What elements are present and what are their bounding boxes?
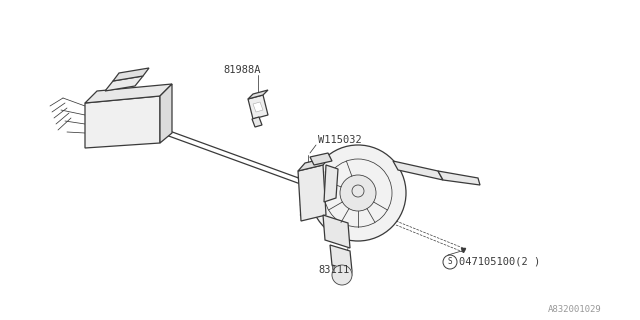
Polygon shape (85, 96, 160, 148)
Polygon shape (248, 95, 268, 119)
Text: S: S (448, 258, 452, 267)
Text: 047105100(2 ): 047105100(2 ) (459, 257, 540, 267)
Circle shape (340, 175, 376, 211)
Polygon shape (324, 165, 338, 202)
Circle shape (310, 145, 406, 241)
Polygon shape (253, 102, 263, 112)
Polygon shape (298, 157, 330, 171)
Polygon shape (298, 165, 326, 221)
Polygon shape (248, 90, 268, 99)
Polygon shape (113, 68, 149, 81)
Polygon shape (438, 171, 480, 185)
Polygon shape (310, 153, 332, 165)
Polygon shape (323, 215, 350, 248)
Polygon shape (85, 84, 172, 103)
Text: W115032: W115032 (318, 135, 362, 145)
Text: 81988A: 81988A (223, 65, 260, 75)
Polygon shape (330, 245, 352, 271)
Circle shape (332, 265, 352, 285)
Polygon shape (252, 117, 262, 127)
Polygon shape (393, 161, 443, 180)
Polygon shape (105, 76, 143, 91)
Polygon shape (160, 84, 172, 143)
Text: 83111: 83111 (318, 265, 349, 275)
Text: A832001029: A832001029 (548, 306, 602, 315)
